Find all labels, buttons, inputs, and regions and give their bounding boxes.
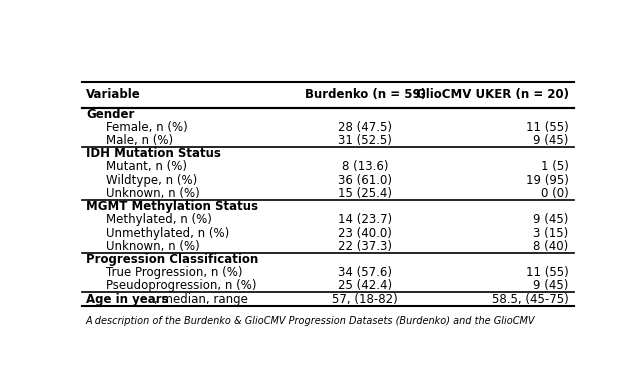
Text: Variable: Variable xyxy=(86,88,141,101)
Text: A description of the Burdenko & GlioCMV Progression Datasets (Burdenko) and the : A description of the Burdenko & GlioCMV … xyxy=(86,316,536,326)
Text: 58.5, (45-75): 58.5, (45-75) xyxy=(492,293,568,306)
Text: Wildtype, n (%): Wildtype, n (%) xyxy=(106,174,197,187)
Text: , median, range: , median, range xyxy=(154,293,248,306)
Text: 25 (42.4): 25 (42.4) xyxy=(338,279,392,292)
Text: Burdenko (n = 59): Burdenko (n = 59) xyxy=(305,88,426,101)
Text: 23 (40.0): 23 (40.0) xyxy=(339,226,392,240)
Text: True Progression, n (%): True Progression, n (%) xyxy=(106,266,243,279)
Text: 28 (47.5): 28 (47.5) xyxy=(338,121,392,134)
Text: Unknown, n (%): Unknown, n (%) xyxy=(106,240,200,253)
Text: Unknown, n (%): Unknown, n (%) xyxy=(106,187,200,200)
Text: Pseudoprogression, n (%): Pseudoprogression, n (%) xyxy=(106,279,256,292)
Text: 8 (40): 8 (40) xyxy=(533,240,568,253)
Text: 9 (45): 9 (45) xyxy=(533,134,568,147)
Text: 22 (37.3): 22 (37.3) xyxy=(338,240,392,253)
Text: Progression Classification: Progression Classification xyxy=(86,253,258,266)
Text: 8 (13.6): 8 (13.6) xyxy=(342,161,388,173)
Text: Mutant, n (%): Mutant, n (%) xyxy=(106,161,187,173)
Text: Methylated, n (%): Methylated, n (%) xyxy=(106,213,212,226)
Text: 9 (45): 9 (45) xyxy=(533,213,568,226)
Text: 0 (0): 0 (0) xyxy=(541,187,568,200)
Text: 36 (61.0): 36 (61.0) xyxy=(338,174,392,187)
Text: 14 (23.7): 14 (23.7) xyxy=(338,213,392,226)
Text: Age in years: Age in years xyxy=(86,293,168,306)
Text: 31 (52.5): 31 (52.5) xyxy=(339,134,392,147)
Text: Unmethylated, n (%): Unmethylated, n (%) xyxy=(106,226,229,240)
Text: 1 (5): 1 (5) xyxy=(541,161,568,173)
Text: Gender: Gender xyxy=(86,108,134,121)
Text: 11 (55): 11 (55) xyxy=(526,266,568,279)
Text: GlioCMV UKER (n = 20): GlioCMV UKER (n = 20) xyxy=(415,88,568,101)
Text: 57, (18-82): 57, (18-82) xyxy=(332,293,398,306)
Text: IDH Mutation Status: IDH Mutation Status xyxy=(86,147,221,160)
Text: Male, n (%): Male, n (%) xyxy=(106,134,173,147)
Text: Female, n (%): Female, n (%) xyxy=(106,121,188,134)
Text: 3 (15): 3 (15) xyxy=(533,226,568,240)
Text: 19 (95): 19 (95) xyxy=(525,174,568,187)
Text: 9 (45): 9 (45) xyxy=(533,279,568,292)
Text: MGMT Methylation Status: MGMT Methylation Status xyxy=(86,200,258,213)
Text: 15 (25.4): 15 (25.4) xyxy=(338,187,392,200)
Text: 11 (55): 11 (55) xyxy=(526,121,568,134)
Text: 34 (57.6): 34 (57.6) xyxy=(338,266,392,279)
